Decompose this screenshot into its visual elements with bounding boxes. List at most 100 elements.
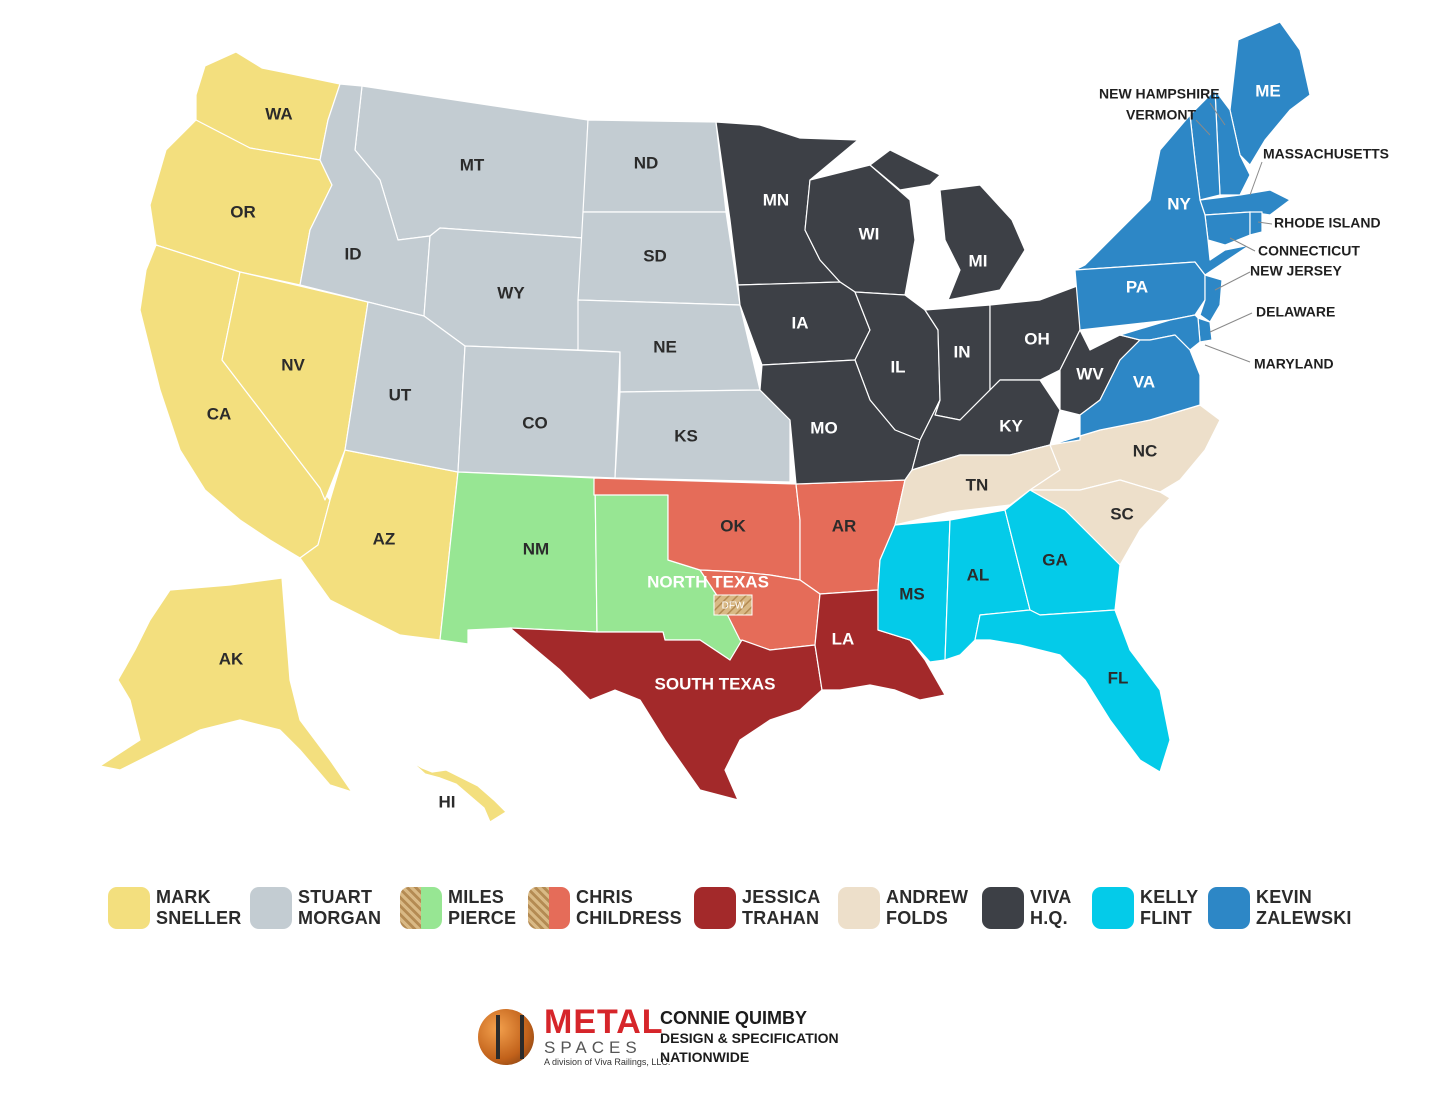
- region-stuart-morgan: [299, 83, 791, 483]
- legend-swatch: [108, 887, 150, 929]
- legend-swatch: [250, 887, 292, 929]
- legend-swatch: [982, 887, 1024, 929]
- legend-label: JESSICA TRAHAN: [742, 887, 821, 928]
- legend-item-mark-sneller: MARK SNELLER: [108, 880, 241, 936]
- label-co: CO: [522, 413, 548, 432]
- us-territory-map: WA OR CA NV AZ AK HI MT ID WY UT CO ND S…: [99, 21, 1389, 823]
- viva-badge-icon: [478, 1009, 534, 1065]
- region-jessica-trahan: [509, 589, 946, 801]
- label-new-hampshire: NEW HAMPSHIRE: [1099, 86, 1220, 102]
- label-ks: KS: [674, 426, 698, 445]
- label-oh: OH: [1024, 329, 1050, 348]
- leader-massachusetts: [1249, 161, 1263, 196]
- state-fl: [974, 609, 1171, 773]
- region-andrew-folds: [894, 404, 1221, 566]
- rep-scope: NATIONWIDE: [660, 1049, 750, 1065]
- region-kevin-zalewski: [1049, 21, 1311, 446]
- legend-label: KEVIN ZALEWSKI: [1256, 887, 1352, 928]
- label-in: IN: [954, 342, 971, 361]
- northeast-callouts: NEW HAMPSHIRE VERMONT MASSACHUSETTS RHOD…: [1099, 86, 1389, 372]
- legend-item-chris-childress: CHRIS CHILDRESS: [528, 880, 682, 936]
- label-ak: AK: [219, 649, 244, 668]
- label-la: LA: [832, 629, 855, 648]
- label-ia: IA: [792, 313, 809, 332]
- label-nc: NC: [1133, 441, 1158, 460]
- legend-label: CHRIS CHILDRESS: [576, 887, 682, 928]
- legend-swatch: [694, 887, 736, 929]
- leader-rhode-island: [1257, 221, 1273, 225]
- label-al: AL: [967, 565, 990, 584]
- leader-new-hampshire: [1209, 102, 1226, 126]
- label-wa: WA: [265, 104, 292, 123]
- label-ne: NE: [653, 337, 677, 356]
- label-pa: PA: [1126, 277, 1148, 296]
- label-id: ID: [345, 244, 362, 263]
- label-new-jersey: NEW JERSEY: [1250, 263, 1342, 279]
- label-ca: CA: [207, 404, 232, 423]
- region-viva-hq: [715, 121, 1141, 485]
- label-ar: AR: [832, 516, 857, 535]
- label-rhode-island: RHODE ISLAND: [1274, 215, 1381, 231]
- label-tn: TN: [966, 475, 989, 494]
- legend-label: MARK SNELLER: [156, 887, 242, 928]
- legend-label: STUART MORGAN: [298, 887, 382, 928]
- state-va: [1049, 334, 1201, 446]
- state-ct: [1204, 211, 1251, 246]
- label-nm: NM: [523, 539, 549, 558]
- label-sd: SD: [643, 246, 667, 265]
- leader-delaware: [1209, 312, 1253, 333]
- leader-maryland: [1204, 344, 1251, 363]
- label-il: IL: [890, 357, 905, 376]
- label-north-texas: NORTH TEXAS: [647, 572, 769, 591]
- state-ri: [1249, 211, 1263, 236]
- state-nm: [439, 471, 598, 645]
- label-maryland: MARYLAND: [1254, 356, 1334, 372]
- label-ut: UT: [389, 385, 412, 404]
- state-hi: [411, 761, 507, 823]
- leader-vermont: [1195, 119, 1211, 136]
- label-mt: MT: [460, 155, 485, 174]
- label-me: ME: [1255, 81, 1281, 100]
- label-connecticut: CONNECTICUT: [1258, 243, 1360, 259]
- label-mo: MO: [810, 418, 837, 437]
- label-ga: GA: [1042, 550, 1068, 569]
- legend-label: MILES PIERCE: [448, 887, 517, 928]
- label-wy: WY: [497, 283, 525, 302]
- legend-swatch: [838, 887, 880, 929]
- legend-item-stuart-morgan: STUART MORGAN: [250, 880, 381, 936]
- state-co: [457, 345, 621, 479]
- label-or: OR: [230, 202, 256, 221]
- leader-connecticut: [1229, 237, 1256, 252]
- territory-legend: MARK SNELLER STUART MORGAN MILES PIERCE CHR…: [108, 880, 1368, 940]
- label-va: VA: [1133, 372, 1155, 391]
- dfw-hatch-zone: [713, 594, 753, 616]
- region-mark-sneller: [99, 51, 507, 823]
- legend-item-jessica-trahan: JESSICA TRAHAN: [694, 880, 820, 936]
- label-ny: NY: [1167, 194, 1191, 213]
- legend-item-andrew-folds: ANDREW FOLDS: [838, 880, 968, 936]
- legend-label: ANDREW FOLDS: [886, 887, 969, 928]
- state-pa: [1074, 261, 1206, 331]
- state-labels: WA OR CA NV AZ AK HI MT ID WY UT CO ND S…: [207, 81, 1281, 811]
- region-south-texas: [509, 627, 823, 801]
- label-delaware: DELAWARE: [1256, 304, 1335, 320]
- leader-new-jersey: [1214, 271, 1251, 291]
- legend-swatch: [400, 887, 442, 929]
- state-ak: [99, 577, 353, 793]
- state-mi: [869, 149, 1026, 301]
- legend-item-viva-hq: VIVA H.Q.: [982, 880, 1071, 936]
- label-nv: NV: [281, 355, 305, 374]
- rep-contact: CONNIE QUIMBY DESIGN & SPECIFICATION NAT…: [660, 1007, 839, 1067]
- rep-name: CONNIE QUIMBY: [660, 1008, 808, 1028]
- label-hi: HI: [439, 792, 456, 811]
- state-ks: [614, 389, 791, 483]
- label-wv: WV: [1076, 364, 1104, 383]
- label-az: AZ: [373, 529, 396, 548]
- legend-swatch: [1092, 887, 1134, 929]
- legend-label: VIVA H.Q.: [1030, 887, 1072, 928]
- legend-item-miles-pierce: MILES PIERCE: [400, 880, 516, 936]
- region-chris-childress: [593, 477, 906, 651]
- legend-label: KELLY FLINT: [1140, 887, 1199, 928]
- label-ms: MS: [899, 584, 925, 603]
- legend-swatch: [1208, 887, 1250, 929]
